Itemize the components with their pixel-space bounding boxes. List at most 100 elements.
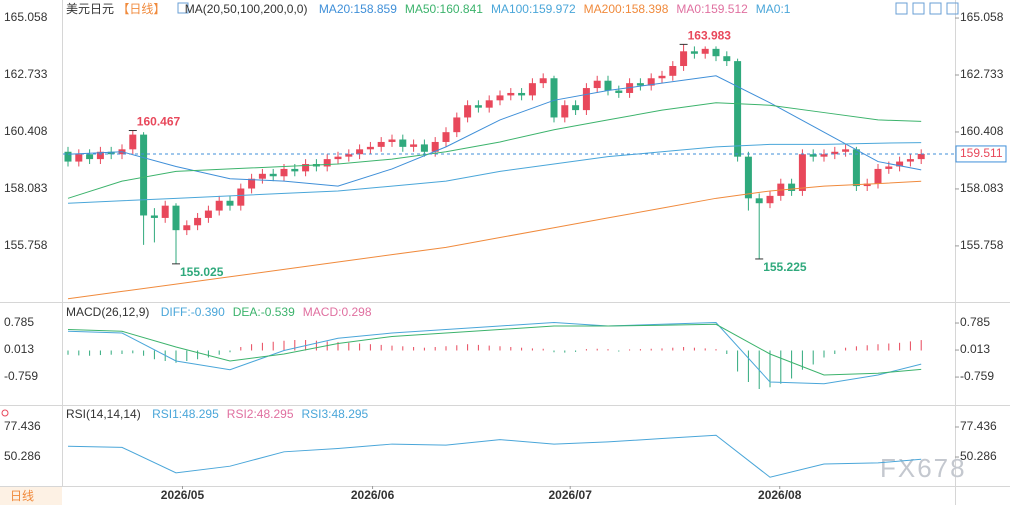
candle-body — [906, 159, 914, 162]
candle-body — [215, 200, 223, 211]
candle-body — [410, 144, 418, 147]
settings-icon[interactable] — [1, 409, 9, 417]
y-tick-label: 155.758 — [4, 238, 48, 252]
candle-body — [399, 139, 407, 147]
y-tick-label: 155.758 — [960, 238, 1004, 252]
candle-body — [690, 51, 698, 54]
candle-body — [420, 144, 428, 152]
candle-body — [572, 105, 580, 111]
candle-body — [64, 151, 72, 162]
line — [67, 323, 922, 376]
candle-body — [755, 198, 763, 204]
candle-body — [323, 159, 331, 167]
y-tick-label: -0.759 — [4, 369, 38, 383]
legend-entry: MA100:159.972 — [491, 2, 576, 16]
candle-body — [345, 154, 353, 157]
y-tick-label: 77.436 — [4, 419, 41, 433]
candle-body — [863, 183, 871, 187]
legend-entry: RSI3:48.295 — [302, 407, 369, 421]
y-tick-label: 0.013 — [960, 342, 990, 356]
candle-body — [852, 149, 860, 187]
candle-body — [183, 225, 191, 231]
tab[interactable]: 日线 — [10, 489, 34, 503]
candle-body — [86, 154, 94, 160]
candle-body — [604, 80, 612, 91]
candle-body — [161, 205, 169, 218]
icon[interactable] — [895, 2, 908, 15]
y-tick-label: 162.733 — [960, 67, 1004, 81]
legend-entry: MA200:158.398 — [584, 2, 669, 16]
candle-body — [96, 151, 104, 160]
candle-body — [669, 66, 677, 76]
price-box — [955, 145, 1007, 163]
y-tick-label: 0.013 — [4, 342, 34, 356]
candle-body — [636, 83, 644, 86]
legend-entry: MA0:1 — [756, 2, 791, 16]
candle-body — [226, 200, 234, 206]
candle-body — [194, 217, 202, 226]
legend-entry: DIFF:-0.390 — [161, 305, 225, 319]
y-tick-label: 77.436 — [960, 419, 997, 433]
candle-body — [701, 48, 709, 54]
line — [67, 321, 922, 385]
annotation: 163.983 — [688, 29, 732, 43]
candle-body — [766, 195, 774, 204]
candle-body — [712, 48, 720, 57]
title: RSI(14,14,14) — [66, 407, 141, 421]
x-tick-label: 2026/07 — [549, 488, 593, 502]
annotation: 155.225 — [763, 260, 807, 274]
candle-body — [258, 173, 266, 179]
icon[interactable] — [929, 2, 942, 15]
y-tick-label: 0.785 — [960, 315, 990, 329]
y-tick-label: 158.083 — [4, 181, 48, 195]
candle-body — [658, 75, 666, 79]
candle-body — [204, 210, 212, 218]
candle-body — [291, 168, 299, 172]
candle-body — [453, 117, 461, 133]
candle-body — [334, 156, 342, 160]
y-tick-label: 165.058 — [960, 10, 1004, 24]
candle-body — [550, 78, 558, 118]
y-tick-label: 158.083 — [960, 181, 1004, 195]
legend-entry: RSI2:48.295 — [227, 407, 294, 421]
annotation: 160.467 — [137, 115, 181, 129]
y-tick-label: 160.408 — [4, 124, 48, 138]
candle-body — [582, 88, 590, 111]
line — [67, 75, 922, 187]
candle-body — [248, 178, 256, 189]
candle-body — [140, 134, 148, 216]
candle-body — [237, 188, 245, 206]
candle-body — [885, 166, 893, 169]
candle-body — [734, 61, 742, 157]
line — [67, 142, 922, 204]
legend-entry: MA50:160.841 — [405, 2, 483, 16]
candle-body — [129, 134, 137, 150]
candle-body — [431, 141, 439, 152]
icon[interactable] — [912, 2, 925, 15]
candle-body — [107, 151, 115, 155]
period: 【日线】 — [117, 2, 165, 16]
candle-body — [507, 92, 515, 96]
candle-body — [842, 149, 850, 152]
settings-icon[interactable] — [177, 2, 189, 14]
legend-entry: MA0:159.512 — [676, 2, 748, 16]
candle-body — [539, 78, 547, 84]
candle-body — [172, 205, 180, 231]
candle-body — [788, 183, 796, 191]
candle-body — [723, 56, 731, 62]
candle-body — [280, 168, 288, 177]
candle-body — [874, 168, 882, 184]
candle-body — [744, 156, 752, 199]
candle-body — [388, 139, 396, 142]
header-main: 美元日元 【日线】 MA(20,50,100,200,0,0) MA20:158… — [66, 2, 791, 16]
tab-bg[interactable] — [0, 487, 62, 505]
icon[interactable] — [946, 2, 959, 15]
toolbar-icons[interactable] — [895, 2, 959, 15]
legend-entry: MA20:158.859 — [319, 2, 397, 16]
candle-body — [464, 105, 472, 118]
y-tick-label: 50.286 — [4, 449, 41, 463]
candle-body — [485, 100, 493, 108]
x-tick-label: 2026/05 — [161, 488, 205, 502]
candle-body — [377, 141, 385, 147]
